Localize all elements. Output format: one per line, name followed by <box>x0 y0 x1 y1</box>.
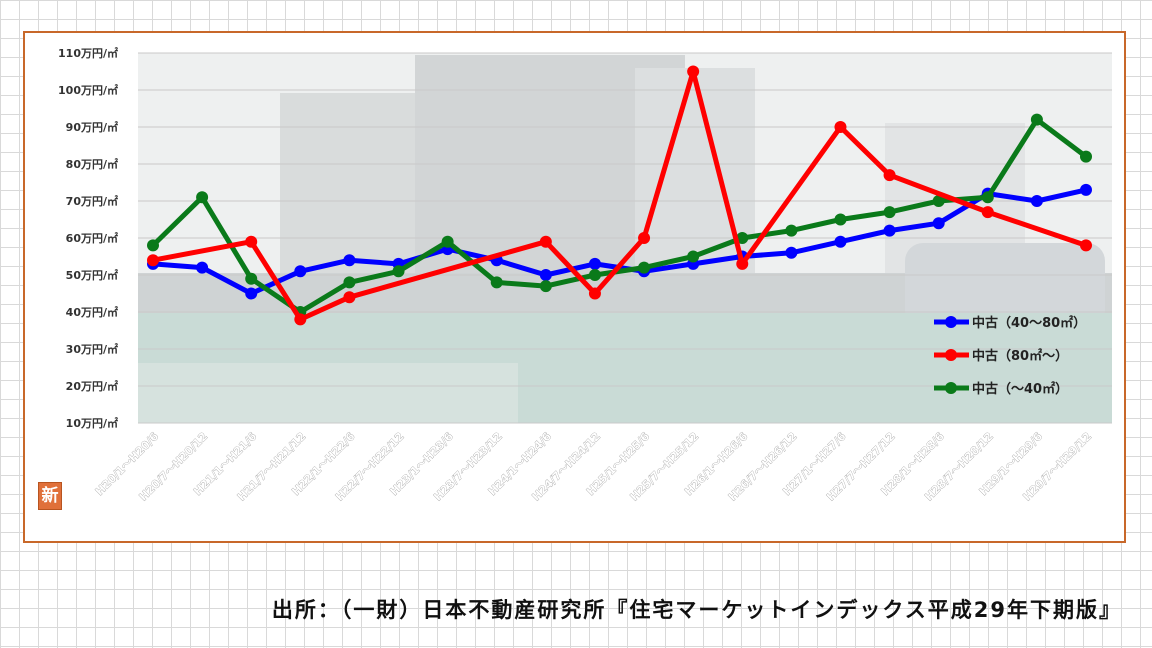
data-point <box>1080 183 1092 196</box>
data-point <box>490 276 503 289</box>
chart-frame: 110万円/㎡ 100万円/㎡ 90万円/㎡ 80万円/㎡ 70万円/㎡ 60万円/㎡ 50… <box>23 31 1126 543</box>
data-point <box>147 254 159 267</box>
data-point <box>687 250 700 263</box>
data-point <box>981 206 994 219</box>
y-tick-label: 60万円/㎡ <box>66 231 118 245</box>
data-point <box>245 235 258 248</box>
data-point <box>1030 113 1043 126</box>
data-point <box>834 213 847 226</box>
data-point <box>834 235 847 248</box>
legend-label: 中古（40～80㎡） <box>972 315 1086 331</box>
series-line <box>150 117 1089 315</box>
x-axis-ticks: H20/1～H20/6H20/7～H20/12H21/1～H21/6H21/7～… <box>93 429 1095 503</box>
data-point <box>539 269 552 281</box>
y-tick-label: 10万円/㎡ <box>66 416 118 430</box>
data-point <box>687 65 700 78</box>
data-point <box>785 246 798 259</box>
data-point <box>883 206 896 219</box>
data-point <box>392 265 405 278</box>
data-point <box>883 224 896 237</box>
legend: 中古（40～80㎡） 中古（80㎡～） 中古（～40㎡） <box>934 315 1086 397</box>
data-point <box>196 191 209 204</box>
data-point <box>245 287 258 300</box>
y-tick-label: 70万円/㎡ <box>66 194 118 208</box>
data-point <box>294 313 307 326</box>
data-point <box>834 121 847 133</box>
legend-marker <box>945 382 957 394</box>
y-tick-label: 40万円/㎡ <box>66 305 118 319</box>
legend-marker <box>945 349 957 361</box>
data-point <box>294 265 307 278</box>
data-point <box>539 235 552 248</box>
data-point <box>588 269 601 281</box>
legend-label: 中古（～40㎡） <box>972 381 1068 397</box>
data-point <box>588 287 601 300</box>
data-point <box>638 261 651 274</box>
data-point <box>932 195 945 207</box>
data-point <box>343 291 356 304</box>
data-point <box>785 224 798 237</box>
data-point <box>539 280 552 293</box>
legend-marker <box>945 316 957 328</box>
y-axis-ticks: 110万円/㎡ 100万円/㎡ 90万円/㎡ 80万円/㎡ 70万円/㎡ 60万円/㎡ 50… <box>58 46 118 430</box>
data-point <box>883 169 896 182</box>
y-tick-label: 90万円/㎡ <box>66 120 118 134</box>
y-tick-label: 50万円/㎡ <box>66 268 118 282</box>
data-point <box>1080 239 1092 252</box>
data-point <box>981 191 994 204</box>
data-point <box>638 232 651 244</box>
y-tick-label: 20万円/㎡ <box>66 379 118 393</box>
data-point <box>147 239 159 252</box>
y-tick-label: 110万円/㎡ <box>58 46 118 60</box>
data-point <box>932 217 945 230</box>
data-point <box>736 232 749 244</box>
data-point <box>1080 150 1092 163</box>
photo-car <box>905 243 1105 328</box>
source-note: 出所：（一財）日本不動産研究所『住宅マーケットインデックス平成29年下期版』 <box>271 598 1122 622</box>
data-point <box>588 257 601 270</box>
y-tick-label: 100万円/㎡ <box>58 83 118 97</box>
data-point <box>1030 195 1043 207</box>
line-chart: 110万円/㎡ 100万円/㎡ 90万円/㎡ 80万円/㎡ 70万円/㎡ 60万円/㎡ 50… <box>58 46 1112 504</box>
data-point <box>736 257 749 270</box>
photo-road <box>138 363 518 423</box>
series-lines <box>147 65 1092 326</box>
background-photo <box>138 53 1112 423</box>
data-point <box>343 254 356 267</box>
data-point <box>441 235 454 248</box>
y-tick-label: 30万円/㎡ <box>66 342 118 356</box>
data-point <box>245 272 258 285</box>
legend-label: 中古（80㎡～） <box>972 348 1068 364</box>
data-point <box>343 276 356 289</box>
new-badge: 新 <box>38 482 62 510</box>
y-tick-label: 80万円/㎡ <box>66 157 118 171</box>
data-point <box>196 261 209 274</box>
